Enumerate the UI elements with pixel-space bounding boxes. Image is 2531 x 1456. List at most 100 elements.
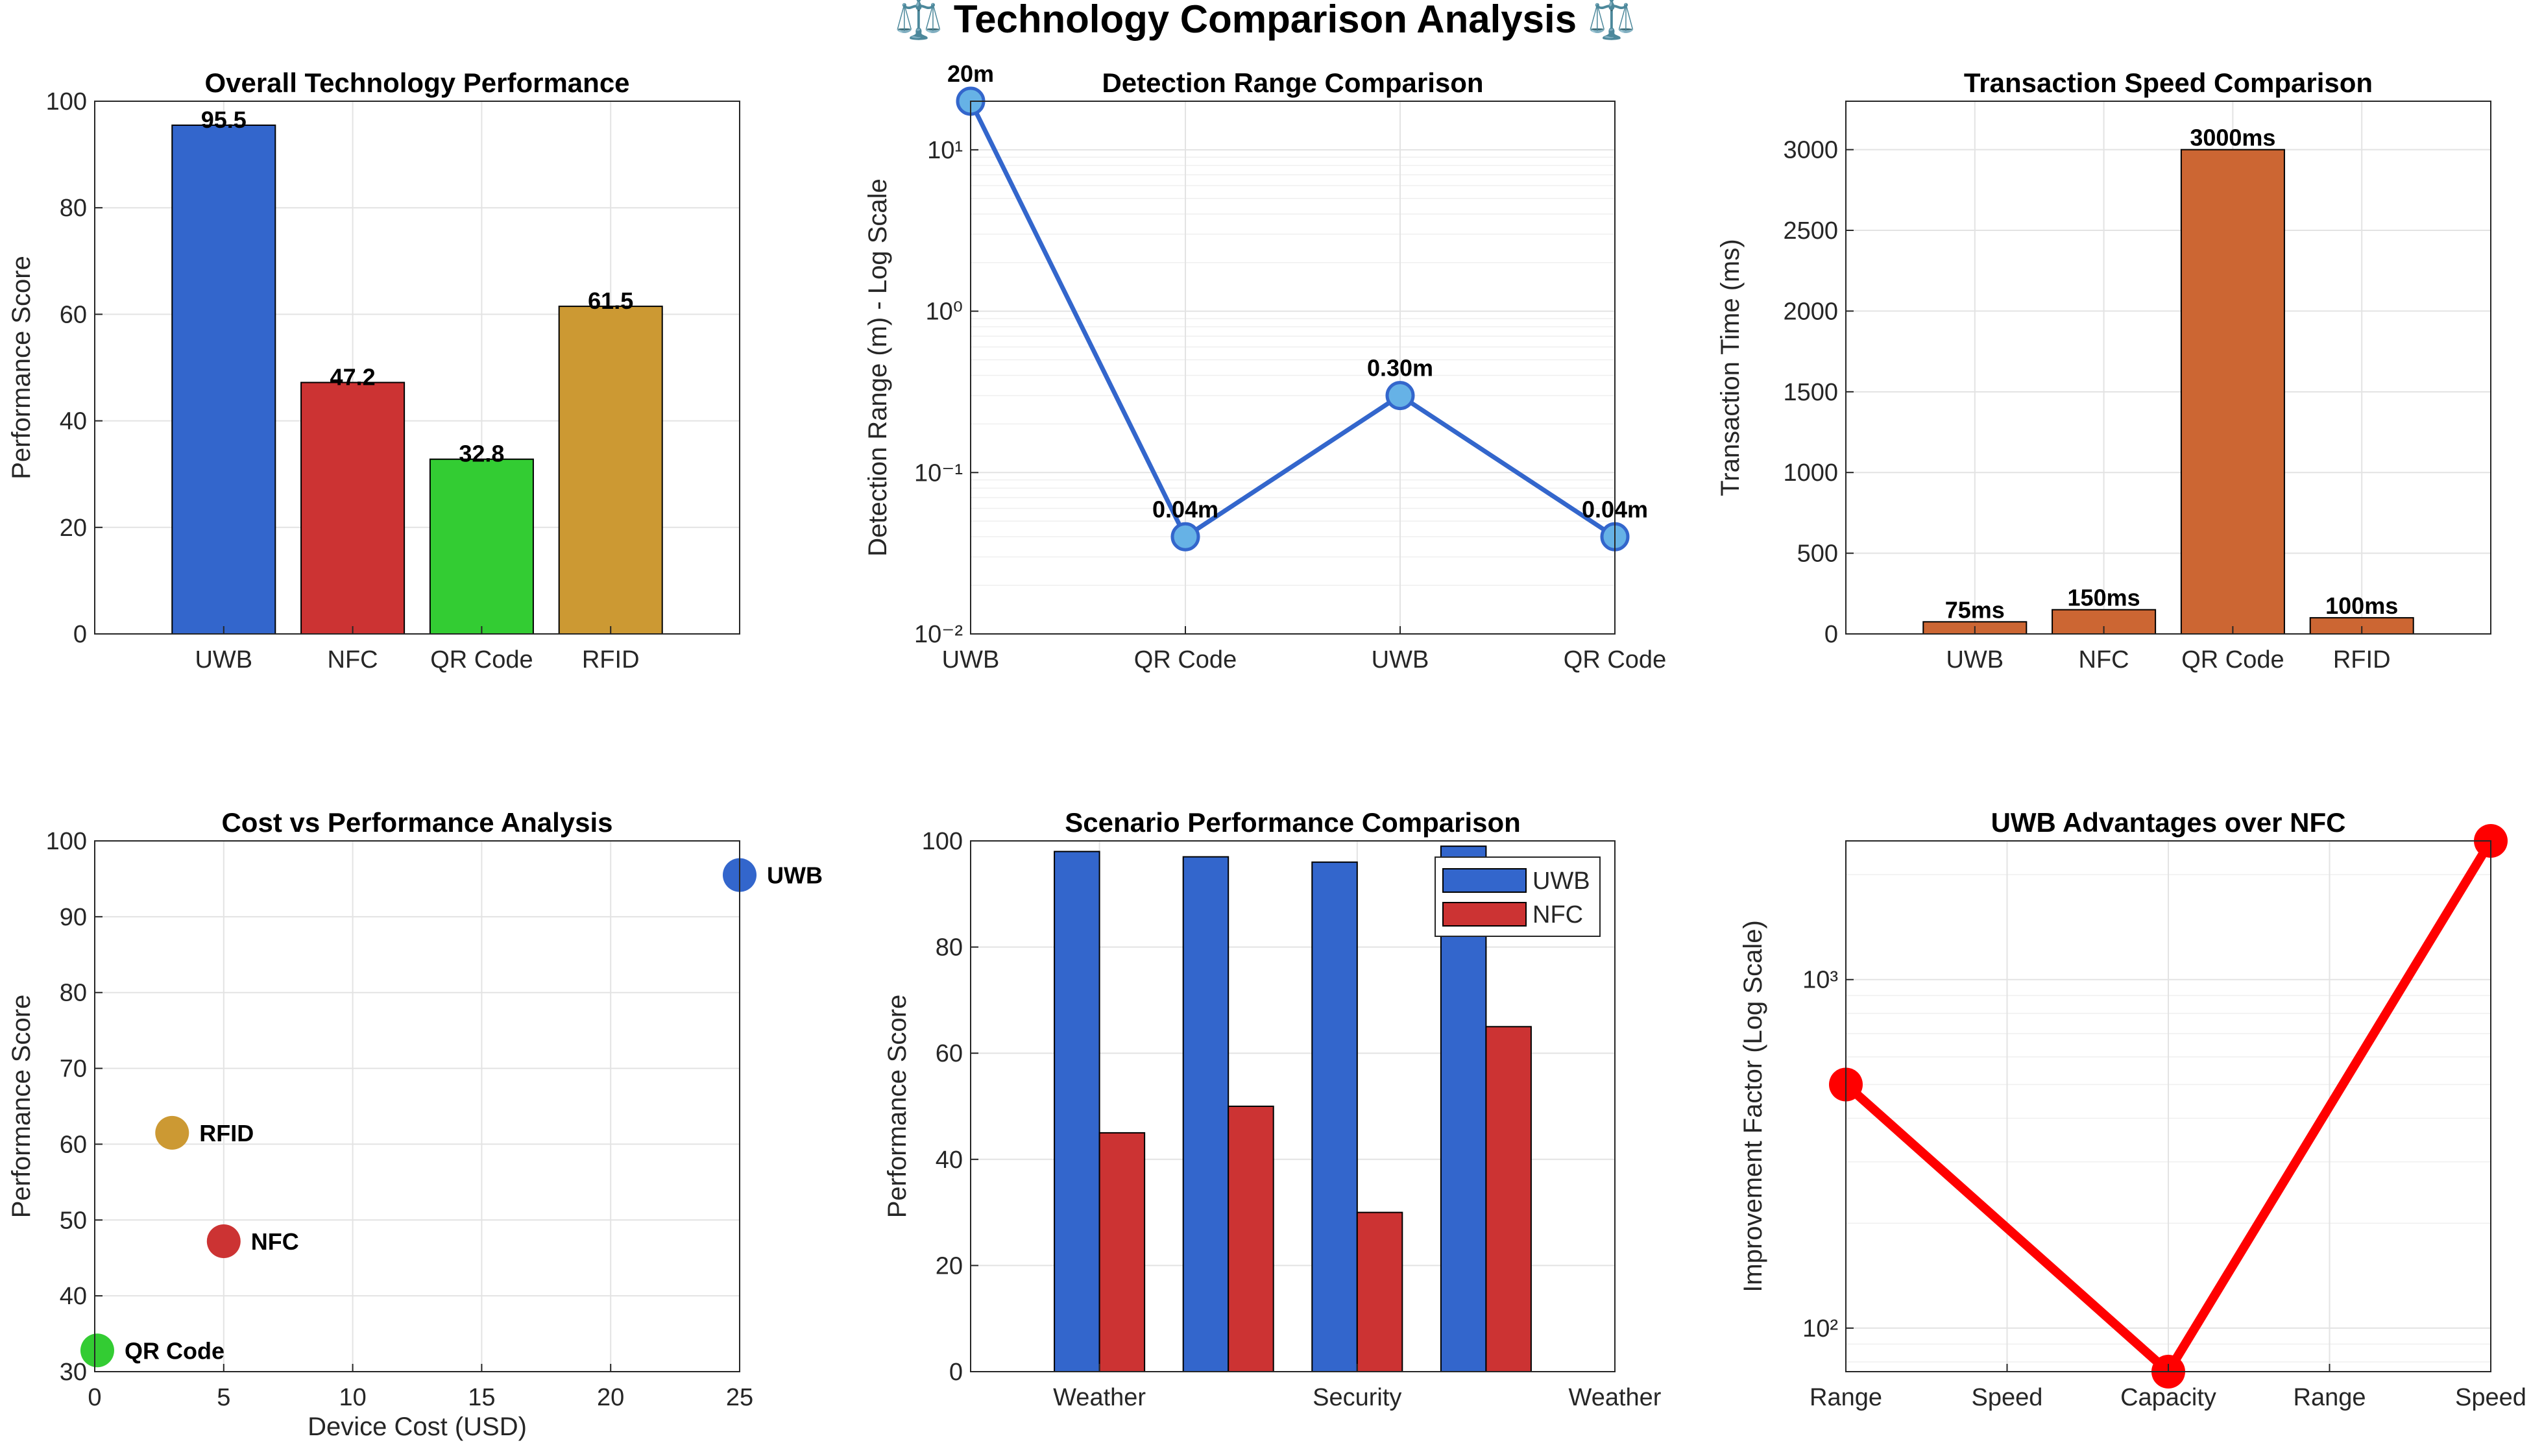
- legend-label-nfc: NFC: [1532, 901, 1583, 928]
- cost-axes-box: [94, 840, 740, 1372]
- figure-title: ⚖️ Technology Comparison Analysis ⚖️: [895, 0, 1636, 42]
- range-ytick-label: 10⁰: [925, 298, 963, 326]
- overall-ytick-label: 60: [60, 301, 87, 328]
- cost-ylabel: Performance Score: [7, 995, 36, 1219]
- cost-xtick-label: 20: [597, 1384, 624, 1411]
- scenario-bar-uwb: [1182, 856, 1229, 1373]
- overall-bar: [171, 124, 276, 635]
- cost-ytick-label: 100: [46, 828, 87, 855]
- range-xtick-label: QR Code: [1134, 646, 1237, 673]
- cost-xlabel: Device Cost (USD): [308, 1413, 527, 1441]
- speed-ylabel: Transaction Time (ms): [1716, 239, 1745, 496]
- scenario-xtick-label: Weather: [1569, 1384, 1662, 1411]
- scenario-ytick-label: 20: [936, 1252, 963, 1280]
- overall-bar-label: 95.5: [201, 106, 247, 133]
- speed-bar-label: 75ms: [1945, 596, 2005, 623]
- speed-ytick-label: 2500: [1783, 217, 1838, 245]
- scenario-ytick-label: 0: [949, 1359, 963, 1386]
- range-xtick-label: QR Code: [1564, 646, 1666, 673]
- cost-ytick-label: 80: [60, 980, 87, 1007]
- cost-point-label: UWB: [767, 862, 823, 889]
- range-series-line: [968, 100, 1616, 540]
- advantage-ylabel: Improvement Factor (Log Scale): [1739, 920, 1767, 1292]
- range-point: [1170, 522, 1200, 552]
- scenario-xtick-label: Weather: [1053, 1384, 1146, 1411]
- cost-xtick-label: 0: [88, 1384, 101, 1411]
- overall-xtick-label: UWB: [195, 646, 252, 673]
- cost-point: [206, 1224, 241, 1259]
- cost-ytick-label: 50: [60, 1207, 87, 1234]
- scenario-panel: 0 20 40 60 80 100 Weather Security Weather Scenar…: [883, 807, 1662, 1411]
- speed-ytick-label: 3000: [1783, 137, 1838, 164]
- cost-point: [80, 1333, 114, 1368]
- overall-bar: [429, 458, 534, 635]
- scenario-axes-box: [970, 840, 1616, 1372]
- legend-label-uwb: UWB: [1532, 868, 1590, 895]
- scenario-ytick-label: 80: [936, 934, 963, 962]
- speed-bar: [2180, 149, 2285, 635]
- scenario-bar-nfc: [1228, 1106, 1274, 1372]
- overall-axes-box: [94, 101, 740, 635]
- cost-ytick-label: 30: [60, 1359, 87, 1386]
- overall-bar-label: 32.8: [459, 441, 504, 467]
- overall-panel: 95.5 47.2 32.8 61.5 0 20 40 60 80 100 UWB NFC QR Cod…: [7, 67, 740, 673]
- speed-ytick-label: 2000: [1783, 298, 1838, 325]
- range-ylabel: Detection Range (m) - Log Scale: [864, 178, 892, 557]
- scenario-ytick-label: 100: [922, 828, 963, 855]
- scenario-xtick-label: Security: [1313, 1384, 1401, 1411]
- cost-ytick-label: 40: [60, 1283, 87, 1310]
- advantage-ytick-label: 10²: [1802, 1315, 1838, 1342]
- cost-ytick-label: 90: [60, 904, 87, 931]
- scenario-bar-nfc: [1485, 1026, 1532, 1373]
- overall-title: Overall Technology Performance: [204, 67, 629, 98]
- range-point-label: 0.30m: [1367, 355, 1433, 382]
- overall-bar: [300, 382, 406, 635]
- overall-ytick-label: 0: [73, 621, 87, 648]
- scenario-bar-uwb: [1311, 861, 1358, 1372]
- advantage-xtick-label: Speed: [2455, 1384, 2526, 1411]
- scenario-ytick-label: 40: [936, 1147, 963, 1174]
- scenario-title: Scenario Performance Comparison: [1065, 807, 1521, 838]
- range-ytick-label: 10¹: [927, 137, 963, 164]
- advantage-xtick-label: Range: [2294, 1384, 2366, 1411]
- scenario-bar-nfc: [1098, 1132, 1146, 1373]
- speed-xtick-label: UWB: [1946, 646, 2004, 673]
- range-title: Detection Range Comparison: [1102, 67, 1483, 98]
- range-point-label: 0.04m: [1152, 496, 1218, 522]
- overall-ytick-label: 100: [46, 88, 87, 115]
- cost-xtick-label: 15: [468, 1384, 495, 1411]
- cost-point-label: QR Code: [125, 1337, 224, 1364]
- scenario-ytick-label: 60: [936, 1040, 963, 1067]
- advantage-xtick-label: Capacity: [2120, 1384, 2216, 1411]
- range-xtick-label: UWB: [942, 646, 1000, 673]
- overall-xtick-label: RFID: [582, 646, 640, 673]
- overall-xtick-label: QR Code: [430, 646, 533, 673]
- speed-ytick-label: 1500: [1783, 379, 1838, 406]
- charts-area: 95.5 47.2 32.8 61.5 0 20 40 60 80 100 UWB NFC QR Cod…: [7, 60, 2526, 1441]
- cost-title: Cost vs Performance Analysis: [221, 807, 612, 838]
- speed-xtick-label: NFC: [2079, 646, 2129, 673]
- advantage-xtick-label: Range: [1810, 1384, 1882, 1411]
- speed-title: Transaction Speed Comparison: [1964, 67, 2373, 98]
- legend-swatch-uwb: [1442, 868, 1527, 893]
- advantage-ytick-label: 10³: [1802, 967, 1838, 994]
- overall-ytick-label: 80: [60, 195, 87, 222]
- scenario-ylabel: Performance Score: [883, 995, 912, 1219]
- speed-bar-label: 100ms: [2325, 592, 2398, 619]
- cost-xtick-label: 5: [217, 1384, 230, 1411]
- cost-point-label: NFC: [251, 1228, 299, 1255]
- overall-bar-label: 47.2: [330, 363, 376, 390]
- overall-ytick-label: 40: [60, 408, 87, 435]
- cost-ytick-label: 60: [60, 1131, 87, 1158]
- cost-xtick-label: 25: [726, 1384, 753, 1411]
- advantage-title: UWB Advantages over NFC: [1991, 807, 2346, 838]
- speed-panel: 75ms 150ms 3000ms 100ms 0 500 1000 1500 2000 2500…: [1716, 67, 2491, 673]
- scenario-legend: UWB NFC: [1435, 856, 1601, 937]
- range-axes-box: [970, 101, 1616, 635]
- overall-bar: [558, 306, 663, 635]
- cost-point-label: RFID: [199, 1120, 254, 1147]
- overall-bar-label: 61.5: [588, 287, 633, 314]
- legend-swatch-nfc: [1442, 902, 1527, 927]
